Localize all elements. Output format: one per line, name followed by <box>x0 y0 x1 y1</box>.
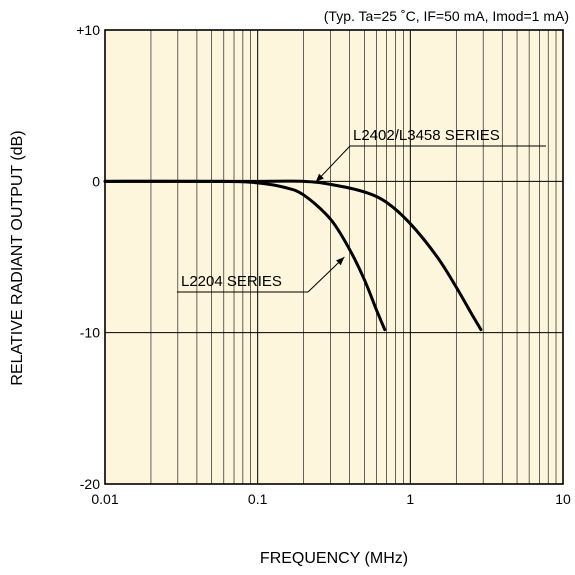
grid-lines <box>105 30 563 484</box>
series-label-leader <box>307 256 345 293</box>
series-label-0: L2402/L3458 SERIES <box>353 127 500 144</box>
plot-frame <box>104 29 564 485</box>
conditions-annotation: (Typ. Ta=25 ˚C, IF=50 mA, Imod=1 mA) <box>324 8 569 24</box>
x-tick-label: 0.1 <box>248 491 268 507</box>
x-axis-label: FREQUENCY (MHz) <box>260 550 408 567</box>
x-tick-label: 10 <box>555 491 571 507</box>
y-tick-label: -10 <box>80 325 100 341</box>
series-label-arrow <box>315 173 324 183</box>
series-line-1 <box>103 179 387 332</box>
series-line-0 <box>103 179 483 332</box>
series-lines <box>103 179 483 332</box>
plot-area <box>105 30 563 484</box>
x-tick-label: 0.01 <box>91 491 118 507</box>
series-label-arrow <box>336 257 345 266</box>
series-labels: L2402/L3458 SERIES L2204 SERIES <box>177 127 546 293</box>
y-axis-label: RELATIVE RADIANT OUTPUT (dB) <box>9 130 26 385</box>
y-tick-label: +10 <box>76 22 100 38</box>
x-tick-label: 1 <box>406 491 414 507</box>
y-tick-label: -20 <box>80 476 100 492</box>
tick-labels: +10 0 -10 -200.01 0.1 1 10 <box>76 22 571 507</box>
y-tick-label: 0 <box>92 173 100 189</box>
series-label-1: L2204 SERIES <box>181 273 282 290</box>
